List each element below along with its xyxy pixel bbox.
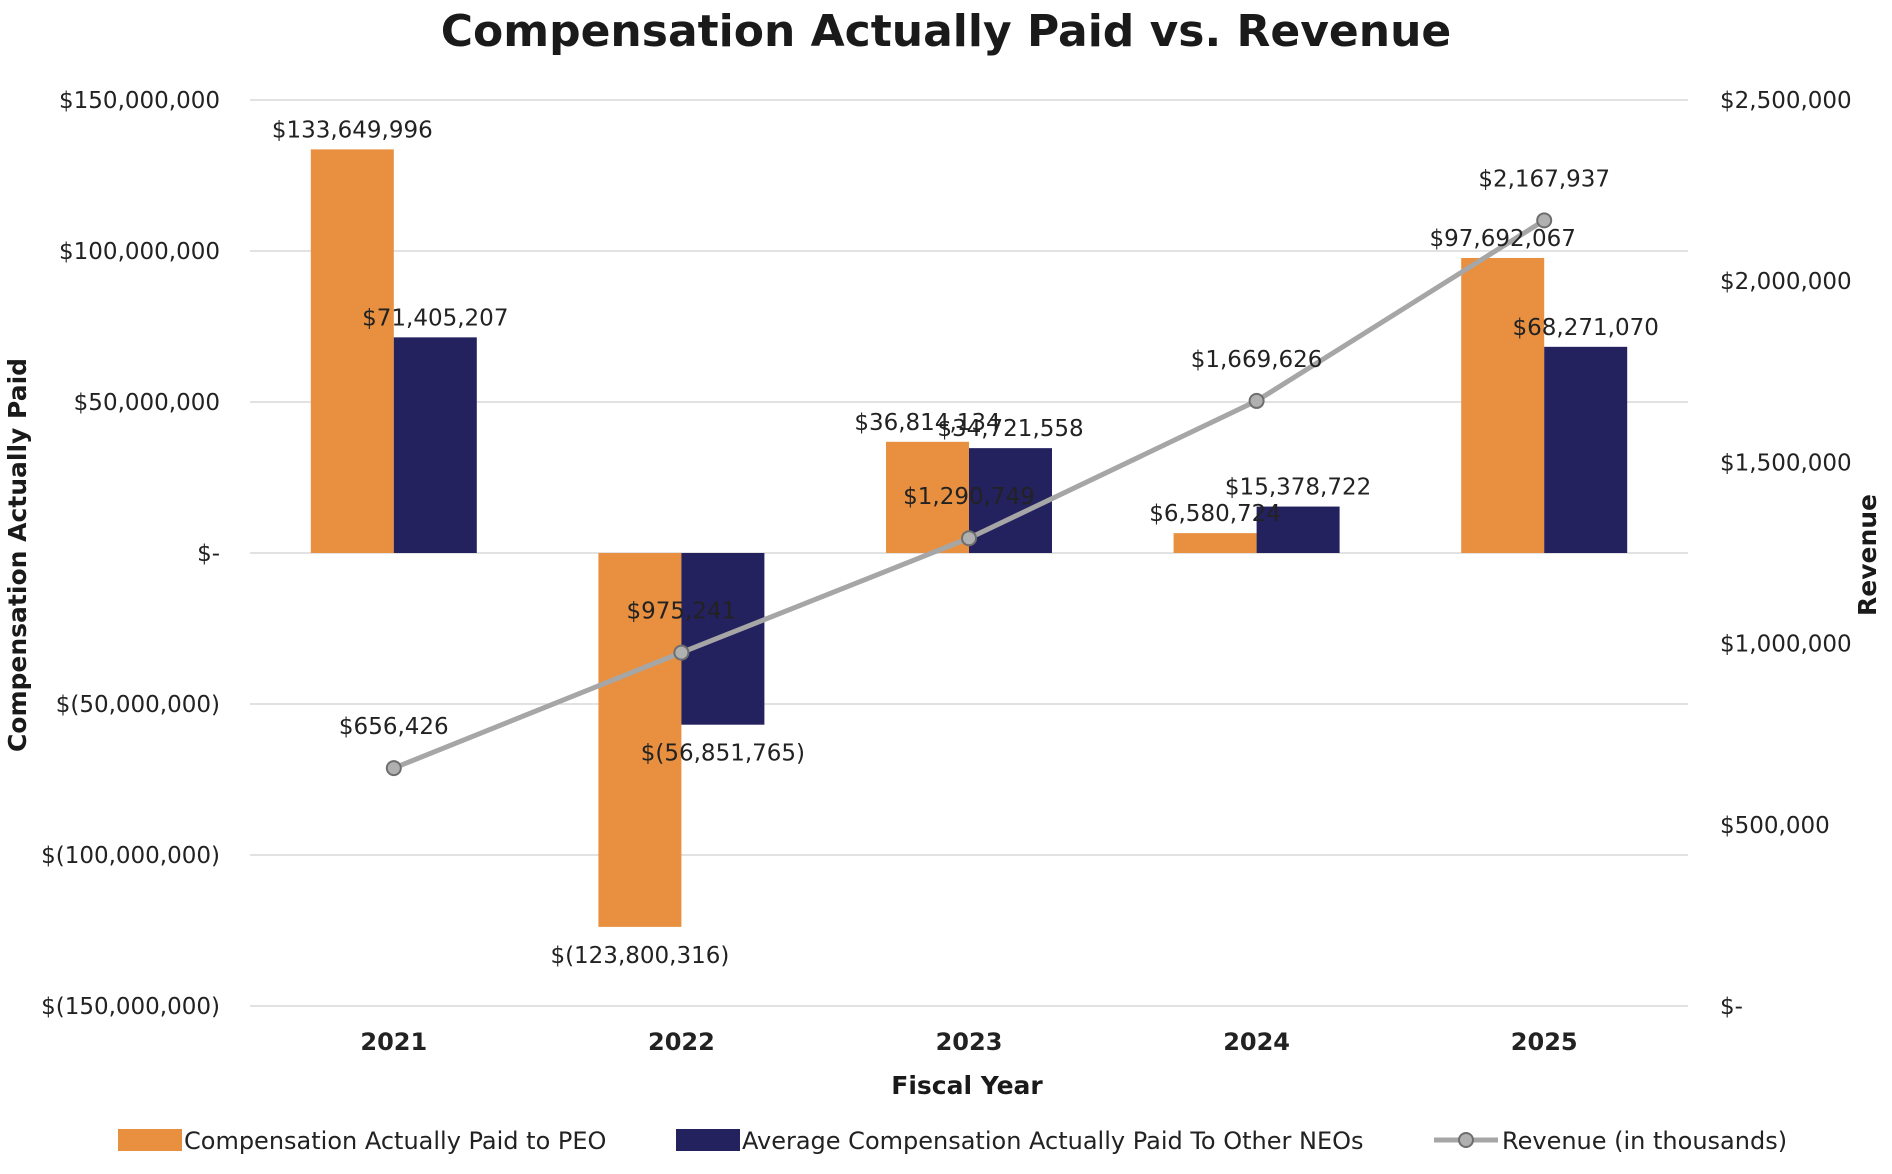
revenue-point	[1536, 212, 1553, 229]
data-label: $6,580,724	[1149, 501, 1281, 527]
bar	[1461, 257, 1545, 553]
data-label: $(123,800,316)	[550, 943, 729, 969]
y-axis-title: Compensation Actually Paid	[3, 358, 32, 752]
y2-tick-label: $1,000,000	[1720, 632, 1852, 658]
data-label: $656,426	[339, 714, 449, 740]
x-tick-label: 2024	[1223, 1028, 1290, 1056]
left-axis-ticks: $150,000,000 $100,000,000 $50,000,000 $- $(5…	[41, 88, 220, 1020]
revenue-line	[385, 212, 1553, 777]
data-label: $36,814,134	[854, 410, 1000, 436]
x-tick-label: 2023	[936, 1028, 1003, 1056]
bar	[310, 149, 394, 553]
y-tick-label: $50,000,000	[74, 390, 220, 416]
y-tick-label: $-	[197, 541, 220, 567]
y2-tick-label: $1,500,000	[1720, 450, 1852, 476]
y-tick-label: $150,000,000	[59, 88, 220, 114]
data-label: $1,669,626	[1191, 347, 1323, 373]
bar	[969, 448, 1052, 553]
y2-tick-label: $2,500,000	[1720, 88, 1852, 114]
x-axis-ticks: 2021 2022 2023 2024 2025	[360, 1028, 1577, 1056]
legend-marker	[1458, 1132, 1474, 1148]
y2-tick-label: $2,000,000	[1720, 269, 1852, 295]
y2-tick-label: $500,000	[1720, 813, 1830, 839]
data-label: $975,241	[627, 599, 737, 625]
y-tick-label: $(150,000,000)	[41, 994, 220, 1020]
y2-tick-label: $-	[1720, 994, 1743, 1020]
legend: Compensation Actually Paid to PEO Average…	[118, 1127, 1787, 1155]
bar	[393, 337, 477, 553]
y2-axis-title: Revenue	[1853, 494, 1882, 616]
legend-label: Revenue (in thousands)	[1502, 1127, 1787, 1155]
data-label: $15,378,722	[1225, 475, 1371, 501]
bars	[310, 149, 1628, 927]
y-tick-label: $(50,000,000)	[56, 692, 220, 718]
gridlines	[250, 99, 1688, 1007]
bar	[1173, 533, 1257, 553]
chart-title: Compensation Actually Paid vs. Revenue	[441, 6, 1452, 57]
right-axis-ticks: $2,500,000 $2,000,000 $1,500,000 $1,000,000…	[1720, 88, 1852, 1020]
y-tick-label: $(100,000,000)	[41, 843, 220, 869]
data-label: $34,721,558	[937, 416, 1083, 442]
bar	[886, 441, 969, 553]
x-tick-label: 2025	[1511, 1028, 1578, 1056]
legend-swatch	[118, 1129, 182, 1151]
bar	[681, 553, 765, 725]
revenue-point	[673, 644, 690, 661]
x-tick-label: 2021	[360, 1028, 427, 1056]
x-tick-label: 2022	[648, 1028, 715, 1056]
data-label: $68,271,070	[1513, 315, 1659, 341]
revenue-point	[1248, 392, 1265, 409]
bar	[1544, 346, 1628, 553]
legend-swatch	[676, 1129, 740, 1151]
data-labels: $133,649,996 $(123,800,316) $36,814,134 $6,…	[272, 117, 1659, 968]
x-axis-title: Fiscal Year	[891, 1071, 1043, 1100]
data-label: $2,167,937	[1478, 166, 1610, 192]
bar	[598, 553, 682, 927]
data-label: $71,405,207	[362, 305, 508, 331]
data-label: $1,290,749	[903, 484, 1035, 510]
y-tick-label: $100,000,000	[59, 239, 220, 265]
legend-label: Compensation Actually Paid to PEO	[184, 1127, 606, 1155]
bar	[1256, 506, 1340, 553]
data-label: $133,649,996	[272, 117, 433, 143]
data-label: $(56,851,765)	[641, 741, 805, 767]
revenue-point	[961, 530, 977, 547]
legend-label: Average Compensation Actually Paid To Ot…	[742, 1127, 1364, 1155]
revenue-point	[385, 760, 402, 777]
data-label: $97,692,067	[1430, 226, 1576, 252]
